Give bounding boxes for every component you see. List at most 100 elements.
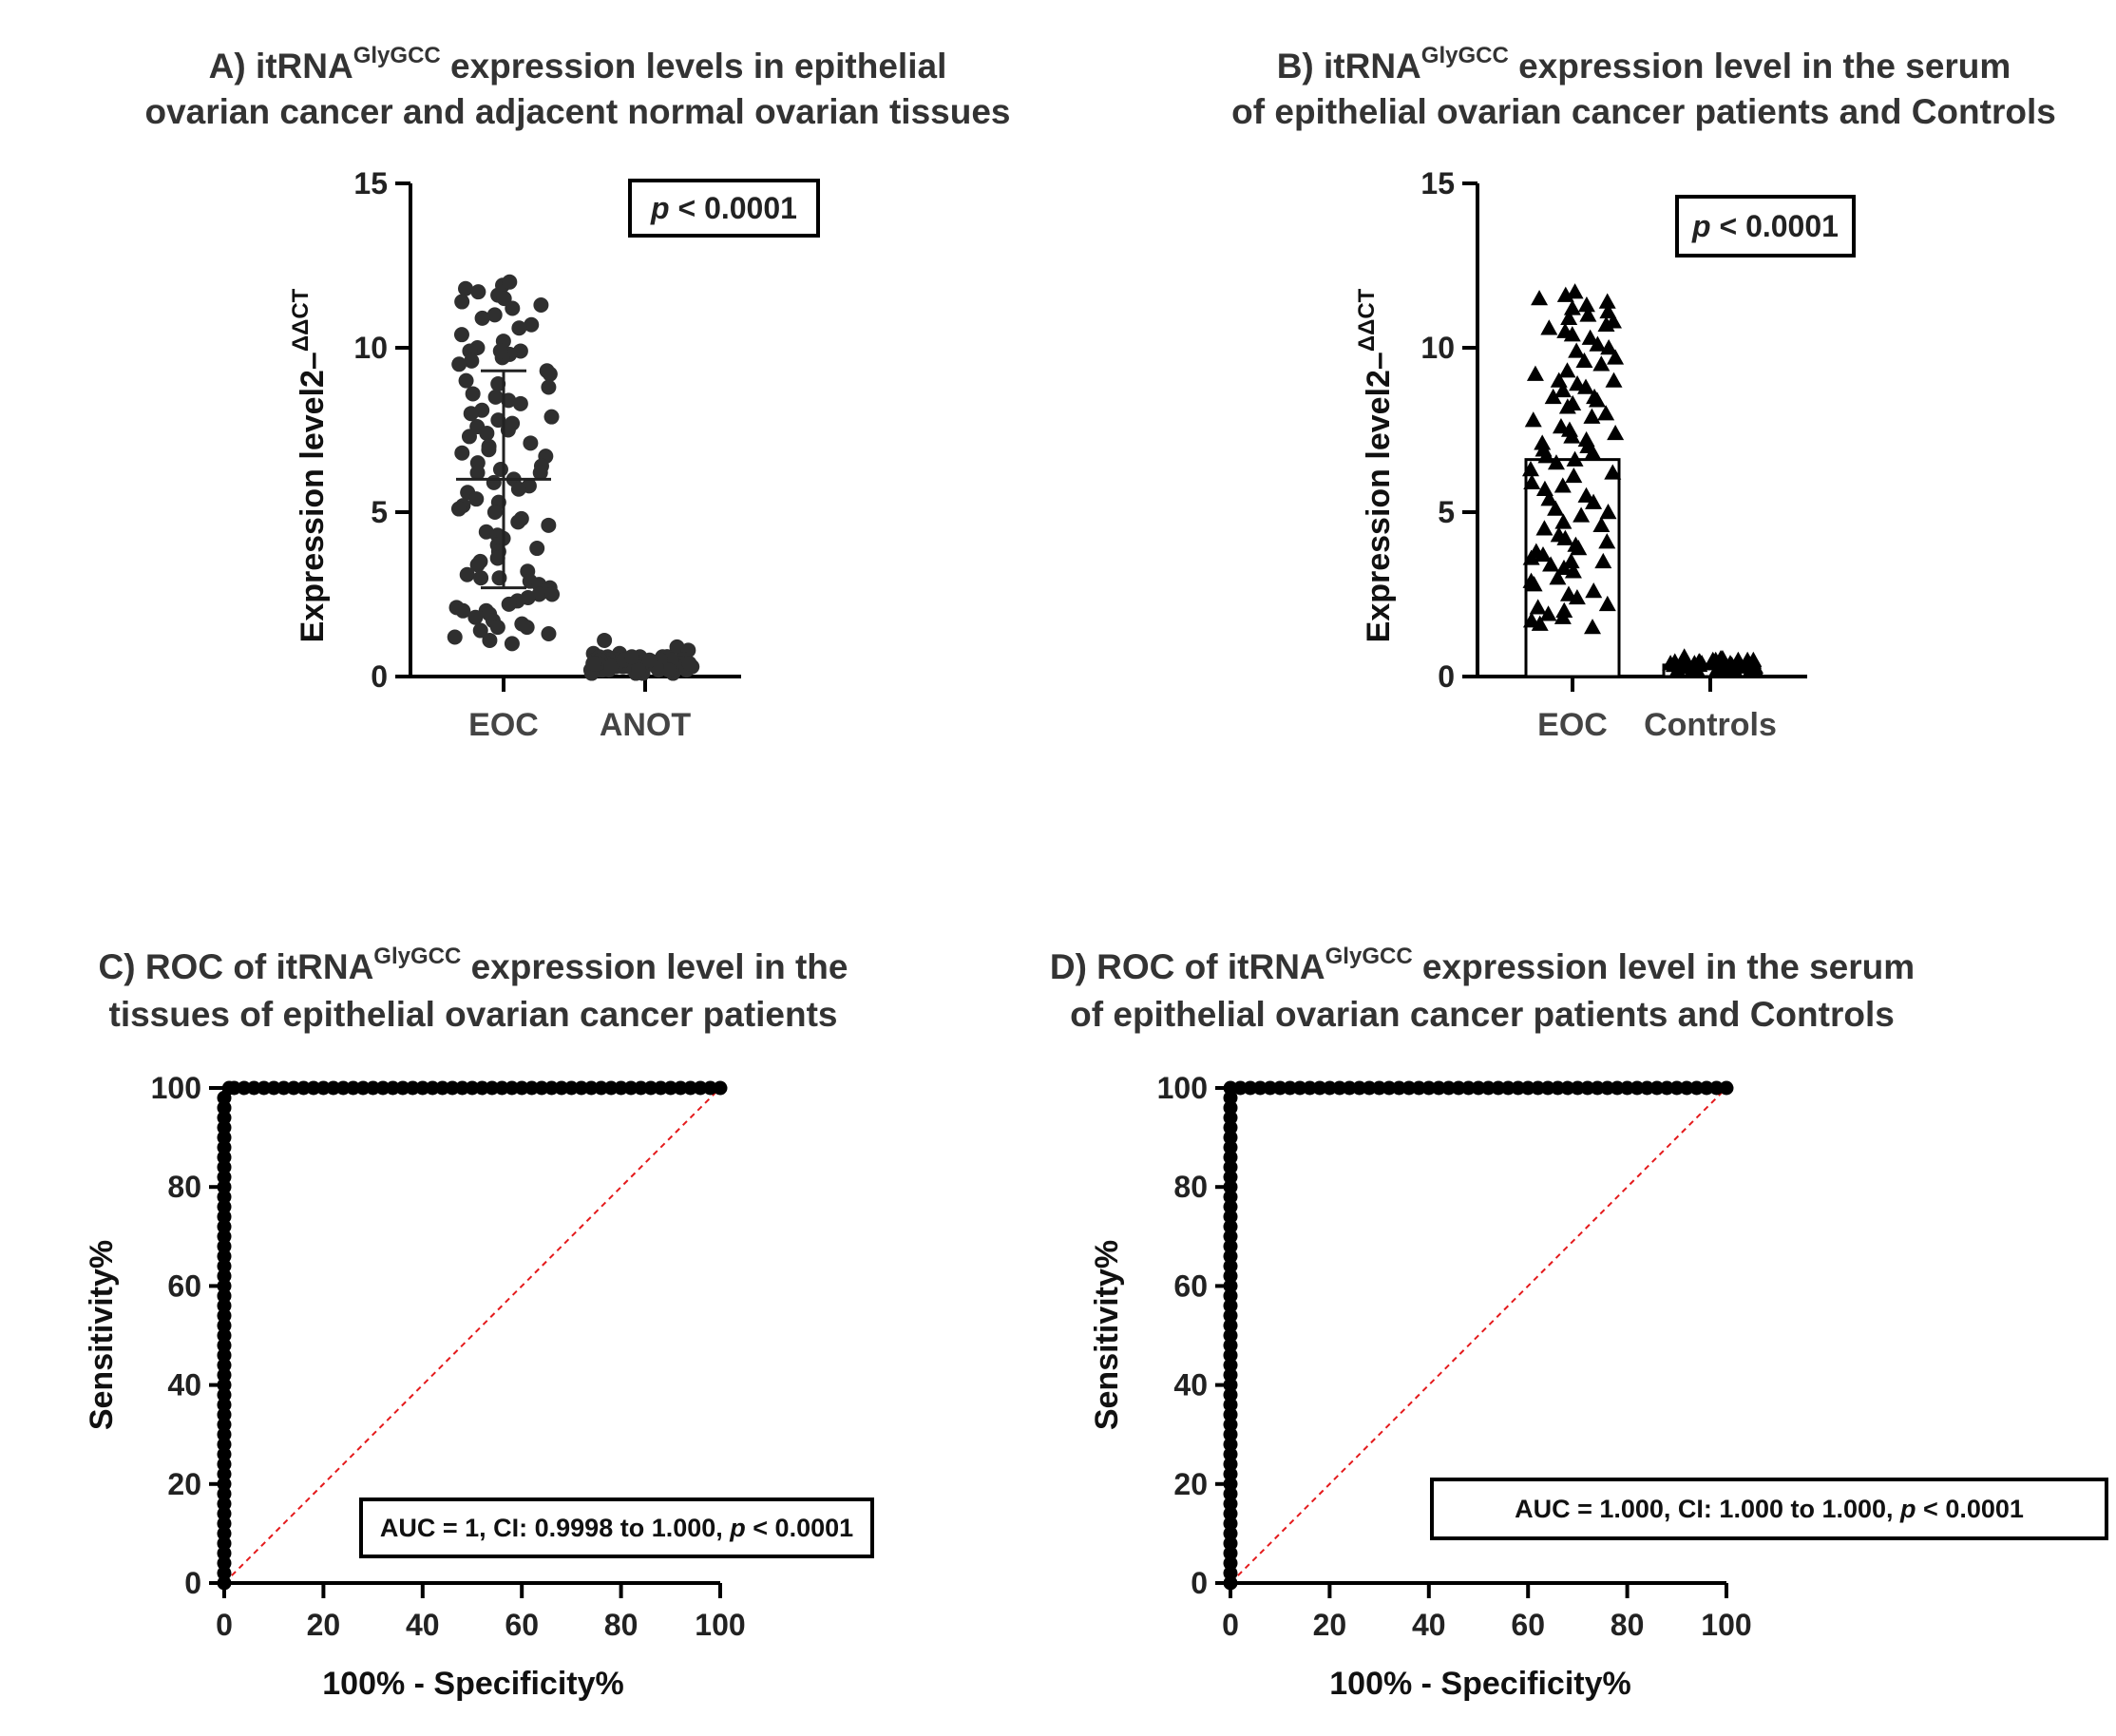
roc-point <box>217 1575 232 1591</box>
data-point <box>533 297 549 314</box>
roc-point <box>217 1328 232 1343</box>
roc-point <box>217 1347 232 1363</box>
roc-point <box>1223 1219 1238 1234</box>
data-point <box>504 636 520 652</box>
x-tick-label: 60 <box>505 1608 539 1642</box>
roc-point <box>395 1080 410 1096</box>
data-point <box>451 356 467 372</box>
roc-point <box>217 1130 232 1145</box>
roc-point <box>217 1219 232 1234</box>
roc-point <box>1223 1575 1238 1591</box>
y-tick-label: 60 <box>167 1269 201 1303</box>
panel-c-auc-text: AUC = 1, CI: 0.9998 to 1.000, p < 0.0001 <box>380 1514 853 1542</box>
data-point <box>1568 588 1586 605</box>
roc-point <box>306 1080 321 1096</box>
data-point <box>501 596 517 612</box>
roc-point <box>366 1080 381 1096</box>
roc-point <box>653 1080 668 1096</box>
data-point <box>1544 388 1562 405</box>
roc-point <box>266 1080 281 1096</box>
data-point <box>482 632 498 648</box>
roc-point <box>713 1080 728 1096</box>
roc-point <box>217 1555 232 1571</box>
panel-d-x-axis-label: 100% - Specificity% <box>1329 1666 1630 1702</box>
data-point <box>486 307 503 323</box>
roc-point <box>1223 1486 1238 1501</box>
y-tick-label: 20 <box>1173 1467 1208 1501</box>
data-point <box>1521 461 1539 477</box>
data-point <box>1534 434 1552 450</box>
roc-point <box>217 1437 232 1452</box>
data-point <box>1573 506 1591 523</box>
roc-point <box>1580 1080 1595 1096</box>
roc-point <box>1223 1338 1238 1353</box>
panel-d-title-line1: D) ROC of itRNAGlyGCC expression level i… <box>1050 944 1915 986</box>
data-point <box>1599 504 1617 520</box>
roc-point <box>1223 1308 1238 1324</box>
roc-point <box>1223 1278 1238 1293</box>
data-point <box>1523 473 1541 490</box>
roc-point <box>494 1080 509 1096</box>
roc-point <box>1451 1080 1466 1096</box>
roc-point <box>544 1080 560 1096</box>
roc-point <box>1223 1397 1238 1412</box>
data-point <box>1522 549 1540 565</box>
data-point <box>1577 486 1595 503</box>
data-point <box>463 406 479 422</box>
panel-d-plot: 0 20 40 60 80 100 0 20 40 60 80 100 <box>1157 1071 1752 1642</box>
data-point <box>529 541 545 557</box>
roc-point <box>217 1378 232 1393</box>
data-point <box>454 445 470 461</box>
data-point <box>1558 362 1576 378</box>
roc-point <box>217 1259 232 1274</box>
data-point <box>1579 306 1597 322</box>
x-tick-label: 100 <box>1701 1608 1751 1642</box>
data-point <box>479 425 495 441</box>
data-point <box>1525 576 1543 592</box>
data-point <box>523 435 539 451</box>
data-point <box>1565 467 1583 484</box>
data-point <box>1554 513 1573 529</box>
roc-point <box>514 1080 529 1096</box>
panel-a-title-line2: ovarian cancer and adjacent normal ovari… <box>145 92 1011 131</box>
roc-point <box>435 1080 450 1096</box>
y-tick-label: 0 <box>371 659 388 694</box>
data-point <box>469 557 486 573</box>
y-tick-label: 15 <box>1420 166 1455 200</box>
data-point <box>458 372 474 389</box>
data-point <box>541 626 557 642</box>
data-point <box>1583 408 1601 424</box>
panel-c-title-line2: tissues of epithelial ovarian cancer pat… <box>109 995 838 1034</box>
x-tick-label: Controls <box>1644 707 1777 743</box>
reference-line <box>1230 1087 1727 1584</box>
y-tick-label: 20 <box>167 1467 201 1501</box>
roc-point <box>703 1080 718 1096</box>
data-point <box>1594 552 1612 569</box>
roc-point <box>485 1080 500 1096</box>
roc-point <box>1223 1506 1238 1521</box>
data-point <box>1554 381 1573 398</box>
data-point <box>1560 309 1578 326</box>
roc-point <box>1332 1080 1347 1096</box>
x-tick-label: 0 <box>216 1608 233 1642</box>
panel-a: A) itRNAGlyGCC expression levels in epit… <box>145 43 1011 743</box>
x-tick-label: 80 <box>604 1608 639 1642</box>
data-point <box>454 294 470 310</box>
roc-point <box>1560 1080 1575 1096</box>
roc-point <box>583 1080 599 1096</box>
roc-point <box>1531 1080 1546 1096</box>
roc-point <box>614 1080 629 1096</box>
roc-point <box>1590 1080 1605 1096</box>
roc-point <box>1223 1239 1238 1254</box>
panel-a-y-axis-label: Expression level2–ΔΔCT <box>288 288 331 642</box>
panel-d-y-axis-label: Sensitivity% <box>1089 1240 1125 1430</box>
roc-point <box>1223 1347 1238 1363</box>
data-point <box>1539 605 1557 621</box>
data-point <box>465 386 481 402</box>
panel-a-plot: 0 5 10 15 EOC ANOT <box>353 166 741 743</box>
data-point <box>1745 659 1763 676</box>
roc-point <box>1223 1437 1238 1452</box>
data-point <box>1725 659 1743 676</box>
roc-point <box>217 1308 232 1324</box>
roc-point <box>1223 1367 1238 1383</box>
